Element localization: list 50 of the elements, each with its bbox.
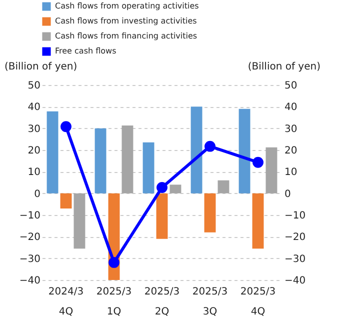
bar (60, 193, 72, 208)
y-tick-label: 20 (28, 146, 40, 156)
y-tick-label: −30 (19, 254, 40, 265)
bar (94, 128, 106, 194)
point (252, 156, 264, 168)
bar (142, 142, 154, 194)
bar (74, 193, 86, 249)
bar (266, 147, 278, 194)
bar (204, 193, 216, 232)
y-tick-label: 10 (28, 167, 40, 178)
y-tick-label: 0 (34, 188, 40, 200)
y-tick-label: −20 (19, 232, 40, 244)
y2-tick-label: 0 (284, 188, 291, 200)
y2-tick-label: −40 (284, 276, 306, 286)
y-tick-label: −40 (19, 276, 40, 286)
y-tick-label: −10 (19, 210, 40, 222)
y2-tick-label: 30 (284, 124, 298, 135)
point (108, 256, 120, 268)
point (204, 140, 216, 152)
y2-tick-label: 40 (284, 102, 298, 114)
x-tick-label: 2025/3 1Q (96, 286, 132, 318)
bar (122, 126, 134, 194)
bar (156, 193, 168, 239)
y2-tick-label: 20 (284, 146, 298, 156)
bar (170, 184, 182, 194)
legend-label: Cash flows from operating activities (55, 2, 199, 10)
legend-label: Free cash flows (55, 46, 116, 56)
legend-label: Cash flows from financing activities (55, 32, 198, 40)
bar (252, 193, 264, 249)
x-tick-label: 2025/3 3Q (192, 286, 228, 318)
y2-tick-label: 10 (284, 167, 298, 178)
y2-tick-label: 50 (284, 80, 298, 92)
x-tick-label: 2025/3 2Q (144, 286, 180, 318)
y-axis-title: (Billion of yen) (4, 62, 78, 72)
legend-label: Cash flows from investing activities (55, 16, 197, 26)
bar (190, 106, 202, 194)
bar (238, 108, 250, 194)
point (156, 182, 168, 193)
x-tick-label: 2025/3 4Q (240, 286, 276, 318)
y2-axis-title: (Billion of yen) (248, 62, 321, 72)
y-tick-label: 50 (28, 80, 40, 92)
bar (218, 180, 230, 194)
y-tick-label: 30 (28, 124, 40, 135)
y-tick-label: 40 (28, 102, 40, 114)
point (60, 121, 72, 132)
x-tick-label: 2024/3 4Q (48, 286, 84, 318)
y2-tick-label: −20 (284, 232, 306, 244)
y2-tick-label: −10 (284, 210, 306, 222)
bar (46, 111, 58, 194)
y2-tick-label: −30 (284, 254, 306, 265)
